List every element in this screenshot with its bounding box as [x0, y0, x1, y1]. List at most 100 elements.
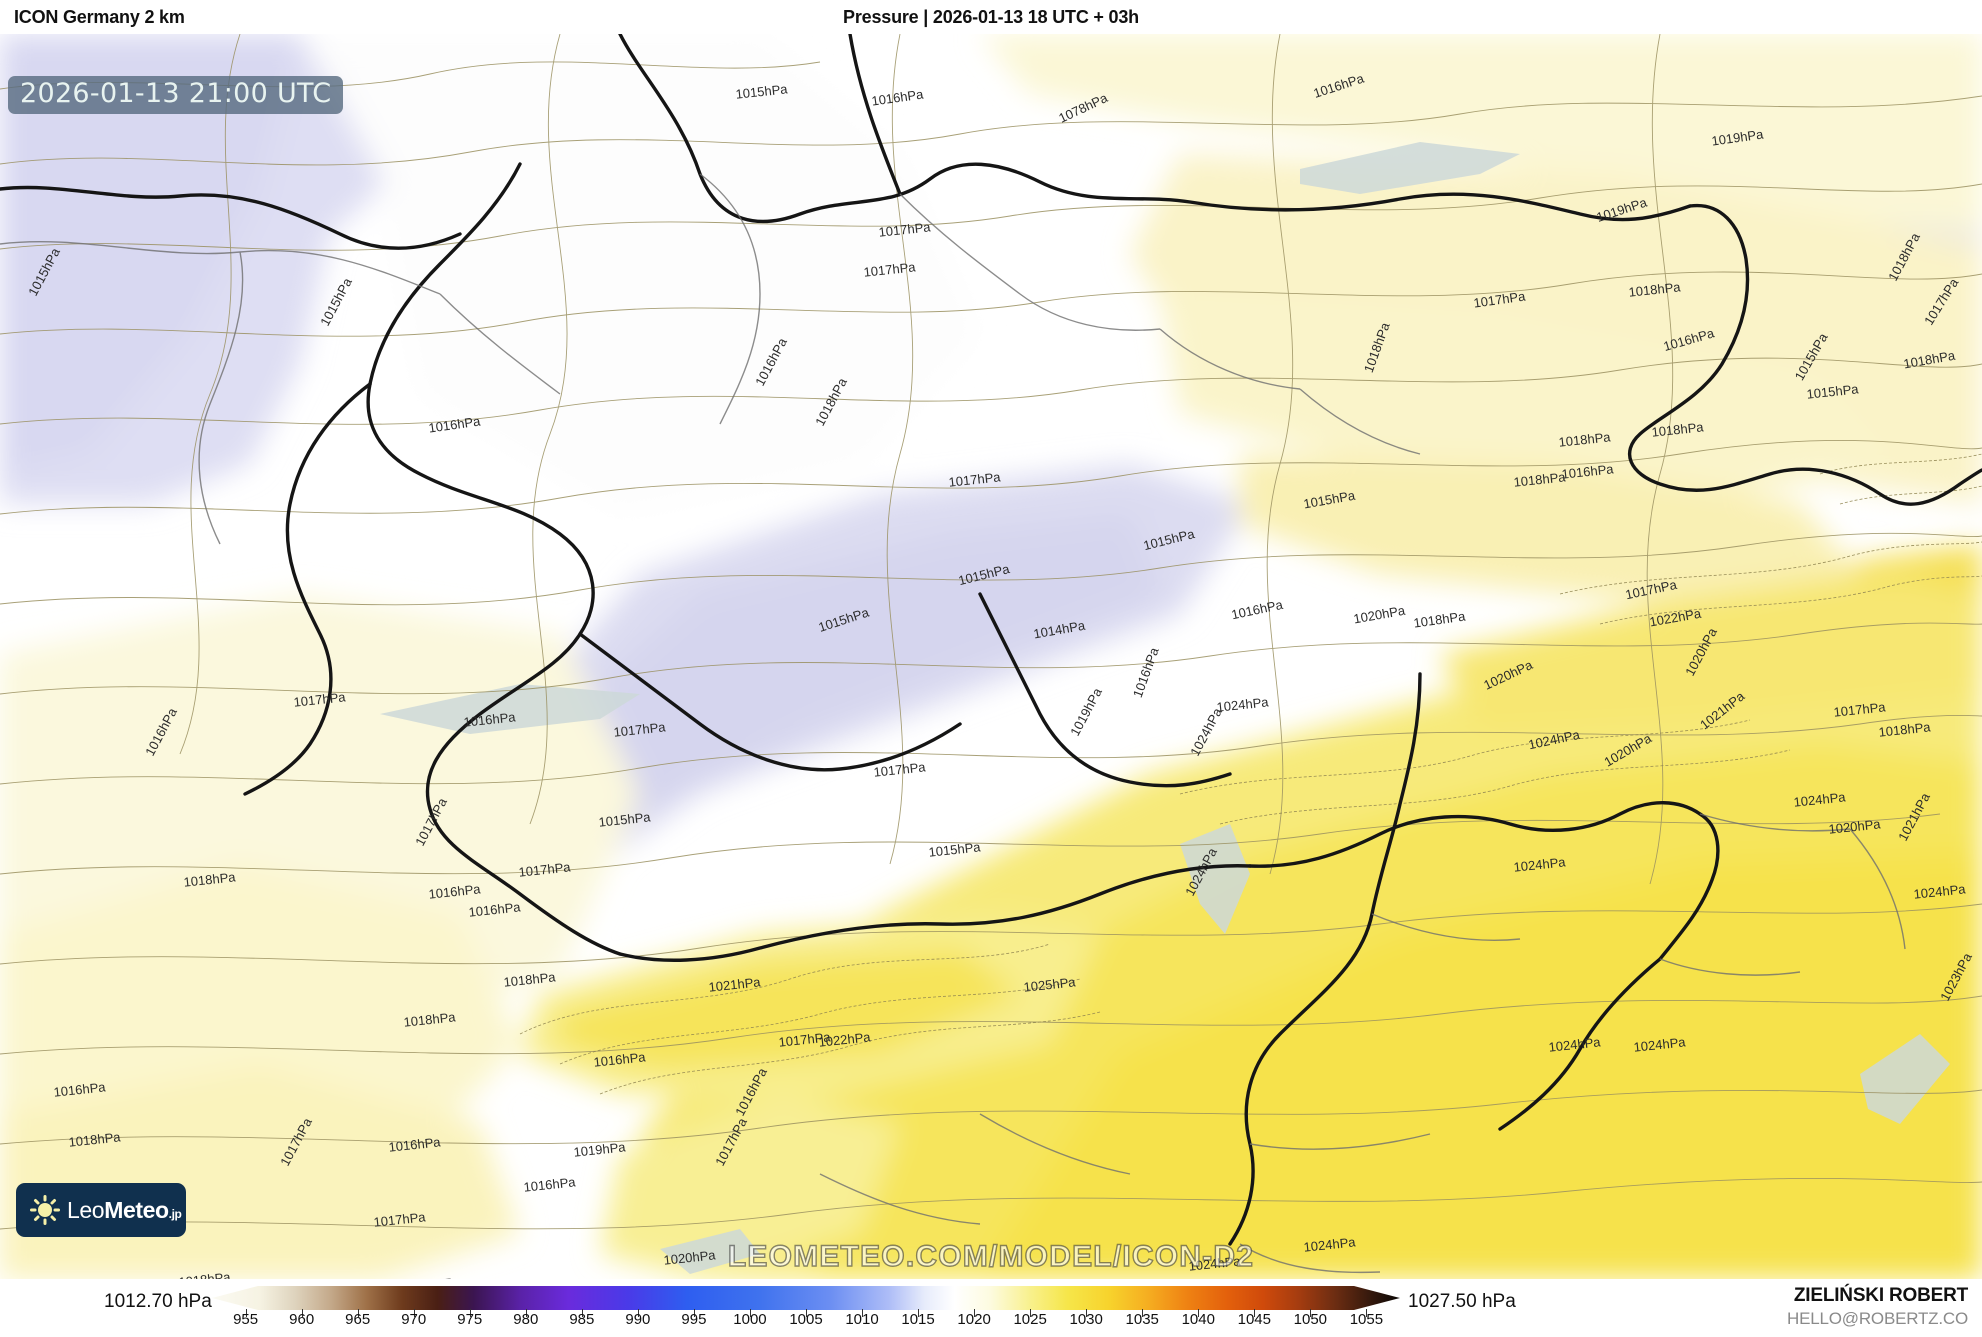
colorbar-tick-label: 1010: [845, 1311, 879, 1328]
colorbar-gradient: [212, 1286, 1400, 1310]
contour-label: 1017hPa: [863, 259, 917, 279]
colorbar-tick-mark: [1142, 1309, 1144, 1317]
logo-tld: .jp: [168, 1206, 182, 1221]
contour-label: 1017hPa: [778, 1029, 832, 1049]
contour-label: 1018hPa: [1628, 279, 1682, 299]
colorbar-min-label: 1012.70 hPa: [104, 1291, 212, 1312]
contour-label: 1024hPa: [1913, 881, 1967, 901]
contour-label: 1018hPa: [68, 1129, 122, 1149]
contour-lines-fine-alpine: [519, 453, 1982, 1095]
author-name: ZIELIŃSKI ROBERT: [1793, 1285, 1968, 1306]
contour-label: 1024hPa: [1216, 694, 1270, 714]
contour-label: 1024hPa: [1793, 789, 1847, 809]
colorbar-tick-mark: [862, 1309, 864, 1317]
contour-label: 1024hPa: [1633, 1034, 1687, 1054]
contour-label: 1024hPa: [1188, 1253, 1242, 1273]
contour-label: 1016hPa: [388, 1134, 442, 1154]
contour-label: 1024hPa: [1513, 854, 1567, 874]
colorbar-max-label: 1027.50 hPa: [1408, 1291, 1516, 1312]
contour-label: 1018hPa: [408, 1274, 462, 1279]
field-title-label: Pressure | 2026-01-13 18 UTC + 03h: [843, 7, 1139, 27]
colorbar-tick-label: 1050: [1293, 1311, 1328, 1328]
contour-label: 1015hPa: [735, 81, 789, 101]
colorbar-tick-label: 1005: [789, 1311, 823, 1328]
map-canvas[interactable]: 1015hPa 1015hPa 1016hPa 1015hPa 1016hPa 1078h…: [0, 34, 1982, 1279]
contour-label: 1019hPa: [1711, 126, 1765, 148]
model-name-label: ICON Germany 2 km: [14, 7, 185, 27]
colorbar-tick-label: 965: [345, 1311, 371, 1328]
colorbar-tick-mark: [1086, 1309, 1088, 1317]
contour-label: 1016hPa: [463, 709, 517, 729]
colorbar-tick-mark: [693, 1309, 695, 1317]
contour-label: 1017hPa: [948, 469, 1002, 489]
colorbar-tick-mark: [637, 1309, 639, 1317]
contour-label: 1016hPa: [53, 1079, 107, 1099]
colorbar-tick-mark: [1198, 1309, 1200, 1317]
leometeo-logo[interactable]: LeoMeteo.jp: [16, 1183, 186, 1237]
colorbar-tick-mark: [245, 1309, 247, 1317]
colorbar-tick-label: 955: [233, 1311, 259, 1328]
colorbar-tick-label: 970: [401, 1311, 427, 1328]
contour-label: 1024hPa: [1548, 1034, 1602, 1054]
country-borders: [0, 34, 1982, 1246]
contour-label: 1017hPa: [518, 859, 572, 879]
colorbar-tick-mark: [301, 1309, 303, 1317]
contour-label: 1018hPa: [403, 1009, 457, 1029]
colorbar[interactable]: 955 960 965 970 975 980 985 990 995 1000 1005 1010 1…: [212, 1283, 1400, 1329]
colorbar-tick-label: 980: [513, 1311, 539, 1328]
colorbar-tick-mark: [413, 1309, 415, 1317]
colorbar-tick-mark: [1366, 1309, 1368, 1317]
colorbar-tick-label: 1055: [1349, 1311, 1384, 1328]
pressure-fill-layer: [0, 34, 1982, 1279]
contour-label: 1018hPa: [503, 969, 557, 989]
contour-label: 1018hPa: [183, 869, 237, 889]
colorbar-tick-mark: [1030, 1309, 1032, 1317]
contour-label: 1021hPa: [708, 974, 762, 994]
colorbar-tick-label: 975: [457, 1311, 483, 1328]
contour-label: 1024hPa: [1303, 1234, 1357, 1254]
colorbar-tick-label: 1015: [901, 1311, 935, 1328]
contour-label: 1018hPa: [1413, 608, 1467, 630]
colorbar-tick-label: 1030: [1069, 1311, 1103, 1328]
contour-label: 1017hPa: [873, 759, 927, 779]
contour-label: 1016hPa: [871, 86, 925, 108]
contour-label: 1022hPa: [818, 1029, 872, 1049]
contour-label: 1018hPa: [178, 1269, 232, 1279]
contour-label: 1018hPa: [1513, 469, 1567, 489]
colorbar-tick-label: 1025: [1013, 1311, 1047, 1328]
colorbar-tick-mark: [806, 1309, 807, 1317]
colorbar-tick-label: 995: [681, 1311, 707, 1328]
contour-label: 1017hPa: [613, 719, 667, 739]
logo-text-bold: Meteo: [104, 1196, 169, 1223]
colorbar-tick-label: 985: [569, 1311, 595, 1328]
contour-label: 1020hPa: [1828, 816, 1882, 836]
colorbar-tick-mark: [357, 1309, 359, 1317]
colorbar-tick-mark: [1310, 1309, 1312, 1317]
contour-label: 1016hPa: [593, 1049, 647, 1069]
colorbar-tick-mark: [974, 1309, 976, 1317]
credit-block: ZIELIŃSKI ROBERT HELLO@ROBERTZ.CO: [1787, 1284, 1968, 1329]
logo-text: LeoMeteo.jp: [67, 1196, 182, 1224]
contour-label: 1015hPa: [928, 839, 982, 859]
contour-label: 1016hPa: [468, 899, 522, 919]
colorbar-footer: 1012.70 hPa 955 960 965 970 975 980 985 990 995 1…: [0, 1279, 1982, 1337]
colorbar-tick-label: 960: [289, 1311, 315, 1328]
header-bar: ICON Germany 2 km Pressure | 2026-01-13 …: [0, 0, 1982, 34]
colorbar-tick-mark: [749, 1309, 751, 1317]
contour-label: 1019hPa: [573, 1139, 627, 1159]
contour-label: 1016hPa: [523, 1174, 577, 1194]
contour-label: 1016hPa: [1561, 461, 1615, 481]
contour-label: 1017hPa: [1833, 699, 1887, 719]
colorbar-tick-label: 1045: [1237, 1311, 1271, 1328]
colorbar-tick-label: 990: [625, 1311, 651, 1328]
contour-label: 1016hPa: [428, 881, 482, 901]
colorbar-tick-mark: [918, 1309, 920, 1317]
colorbar-tick-mark: [581, 1309, 583, 1317]
colorbar-tick-label: 1020: [957, 1311, 991, 1328]
colorbar-tick-mark: [1254, 1309, 1256, 1317]
contour-label: 1015hPa: [1806, 381, 1860, 401]
contour-label: 1015hPa: [598, 809, 652, 829]
region-borders: [0, 173, 1906, 1274]
